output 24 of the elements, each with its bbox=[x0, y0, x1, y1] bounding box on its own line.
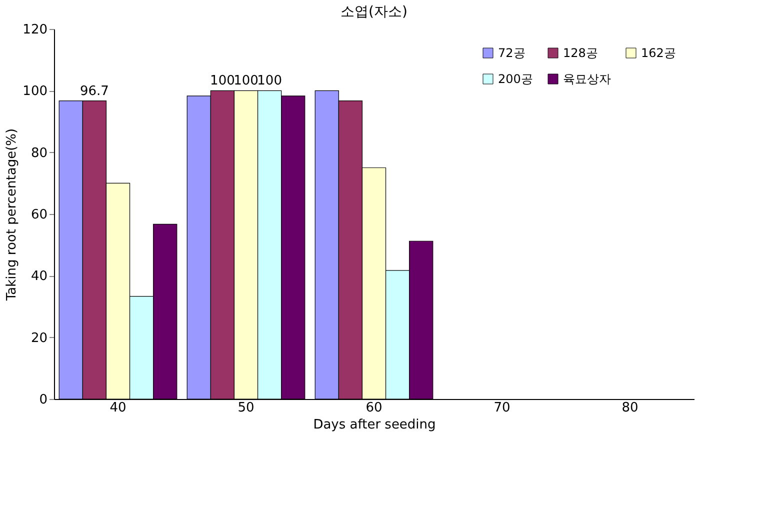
y-tick-label: 60 bbox=[30, 208, 48, 222]
x-tick-label: 60 bbox=[366, 400, 382, 416]
x-axis-title: Days after seeding bbox=[313, 418, 436, 432]
data-label: 100 bbox=[210, 74, 235, 89]
y-tick-label: 100 bbox=[22, 84, 48, 100]
x-tick-label: 70 bbox=[494, 400, 510, 416]
y-axis-title: Taking root percentage(%) bbox=[4, 128, 20, 302]
y-tick-label: 40 bbox=[30, 269, 48, 284]
legend-label: 72공 bbox=[498, 46, 526, 60]
legend-label: 200공 bbox=[498, 72, 533, 86]
y-tick-label: 120 bbox=[22, 22, 48, 38]
x-tick-label: 80 bbox=[622, 400, 638, 416]
y-tick-label: 20 bbox=[30, 330, 48, 346]
legend-label: 162공 bbox=[641, 46, 676, 60]
data-label: 100 bbox=[234, 74, 258, 89]
y-tick-label: 80 bbox=[30, 146, 48, 161]
chart-title: 소엽(자소) bbox=[340, 4, 408, 20]
legend-label: 육묘상자 bbox=[563, 72, 611, 86]
y-tick-label: 0 bbox=[39, 392, 48, 408]
x-tick-label: 40 bbox=[110, 400, 126, 416]
legend-label: 128공 bbox=[563, 46, 598, 60]
data-label: 96.7 bbox=[80, 84, 109, 99]
x-tick-label: 50 bbox=[238, 400, 254, 416]
data-label: 100 bbox=[257, 74, 282, 89]
